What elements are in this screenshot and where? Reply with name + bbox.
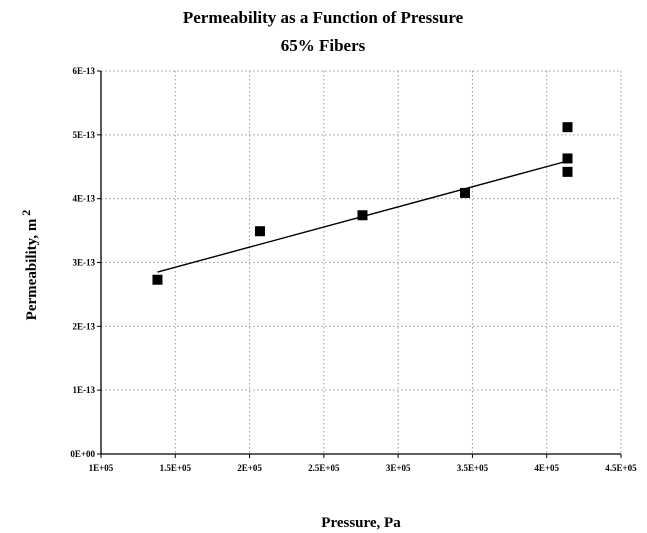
y-tick-label: 2E-13 bbox=[73, 321, 96, 331]
y-tick-label: 6E-13 bbox=[73, 66, 96, 76]
y-tick-label: 4E-13 bbox=[73, 194, 96, 204]
chart-title: Permeability as a Function of Pressure bbox=[183, 8, 464, 27]
x-tick-label: 4.5E+05 bbox=[605, 463, 637, 473]
y-tick-label: 3E-13 bbox=[73, 258, 96, 268]
x-tick-label: 3E+05 bbox=[386, 463, 411, 473]
y-tick-label: 0E+00 bbox=[70, 449, 95, 459]
data-point bbox=[152, 274, 163, 285]
x-tick-label: 4E+05 bbox=[534, 463, 559, 473]
data-point bbox=[562, 122, 573, 133]
x-tick-label: 1E+05 bbox=[89, 463, 114, 473]
data-point bbox=[357, 210, 368, 221]
y-axis-label-text: Permeability, m bbox=[24, 218, 40, 320]
x-axis-label: Pressure, Pa bbox=[321, 515, 401, 531]
y-axis-label: Permeability, m 2 bbox=[19, 210, 40, 321]
x-tick-label: 1.5E+05 bbox=[160, 463, 192, 473]
data-points bbox=[152, 122, 573, 285]
data-point bbox=[254, 226, 265, 237]
y-tick-label: 1E-13 bbox=[73, 385, 96, 395]
y-tick-label: 5E-13 bbox=[73, 130, 96, 140]
data-point bbox=[562, 166, 573, 177]
data-point bbox=[562, 153, 573, 164]
axis-ticks: 1E+05 1.5E+05 2E+05 2.5E+05 3E+05 3.5E+05 4E+0… bbox=[70, 66, 637, 473]
x-tick-label: 2.5E+05 bbox=[308, 463, 340, 473]
x-tick-label: 2E+05 bbox=[237, 463, 262, 473]
grid bbox=[101, 70, 622, 454]
x-tick-label: 3.5E+05 bbox=[457, 463, 489, 473]
data-point bbox=[460, 187, 470, 198]
chart-subtitle: 65% Fibers bbox=[281, 36, 366, 55]
y-axis-label-superscript: 2 bbox=[19, 210, 33, 216]
